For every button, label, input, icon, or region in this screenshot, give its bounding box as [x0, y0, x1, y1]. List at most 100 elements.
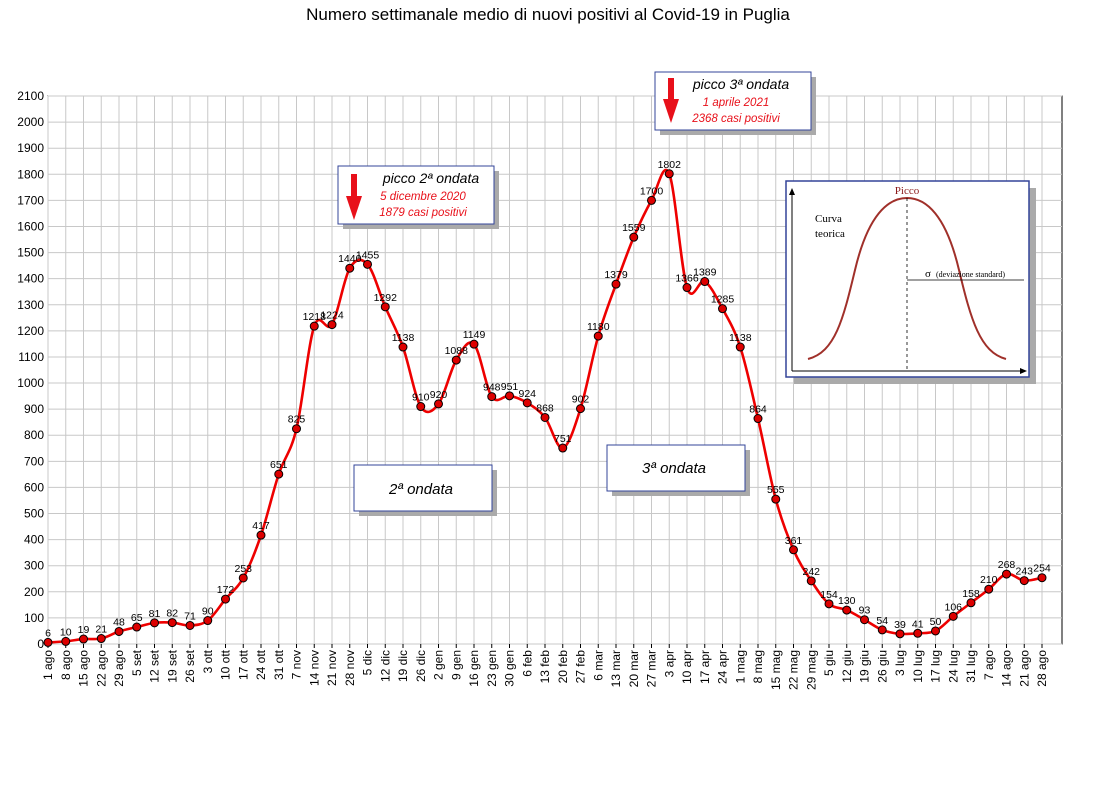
y-tick-label: 0	[37, 637, 44, 651]
y-axis: 0 100 200 300 400 500 600 700 800 900 1000 1100 1200…	[17, 89, 44, 651]
data-point	[398, 342, 408, 352]
arrow-right-icon	[1020, 368, 1027, 374]
y-tick-label: 1300	[17, 298, 44, 312]
data-point	[1019, 576, 1029, 586]
data-label: 1180	[587, 321, 610, 333]
y-tick-label: 1100	[18, 350, 44, 364]
x-tick-label: 19 dic	[396, 650, 410, 682]
data-point	[345, 263, 355, 273]
x-tick-label: 12 giu	[840, 650, 854, 683]
x-tick-label: 28 nov	[343, 650, 357, 686]
data-label: 1285	[711, 294, 735, 306]
y-tick-label: 1500	[17, 246, 44, 260]
data-point	[877, 625, 887, 635]
y-tick-label: 800	[24, 428, 44, 442]
data-point	[664, 169, 674, 179]
x-tick-label: 26 giu	[875, 650, 889, 683]
x-tick-label: 24 lug	[946, 650, 960, 683]
data-label: 1138	[392, 332, 415, 344]
data-label: 651	[270, 459, 288, 471]
data-label: 948	[483, 382, 501, 394]
data-point	[469, 339, 479, 349]
data-label: 81	[149, 608, 161, 620]
x-tick-label: 10 lug	[911, 650, 925, 683]
y-tick-label: 1400	[17, 272, 44, 286]
y-tick-label: 1800	[17, 167, 44, 181]
data-label: 751	[554, 433, 572, 445]
data-point	[363, 259, 372, 269]
x-tick-label: 22 mag	[787, 650, 801, 690]
data-point	[43, 637, 53, 647]
data-point	[203, 616, 213, 626]
y-tick-label: 200	[24, 585, 44, 599]
peak2-cases: 1879 casi positivi	[379, 207, 467, 219]
data-point	[593, 331, 603, 341]
data-label: 50	[930, 616, 942, 628]
peak2-date: 5 dicembre 2020	[380, 191, 466, 203]
y-tick-label: 900	[24, 402, 44, 416]
x-tick-label: 3 lug	[893, 650, 907, 676]
data-label: 158	[962, 588, 980, 600]
data-point	[966, 598, 976, 608]
y-tick-label: 1200	[17, 324, 44, 338]
arrow-up-icon	[789, 188, 795, 195]
data-point	[629, 232, 639, 242]
x-axis: 1 ago 8 ago 15 ago 22 ago 29 ago 5 set 12 set 1…	[41, 644, 1049, 690]
data-label: 825	[288, 414, 306, 426]
peak2-title: picco 2ª ondata	[382, 170, 479, 186]
data-label: 39	[894, 619, 906, 631]
x-tick-label: 13 feb	[538, 650, 552, 684]
data-label: 21	[95, 624, 107, 636]
data-label: 19	[78, 624, 90, 636]
data-point	[540, 412, 550, 422]
data-label: 417	[252, 520, 270, 532]
data-point	[984, 584, 994, 594]
inset-peak-label: Picco	[895, 185, 920, 197]
data-point	[132, 622, 142, 632]
x-tick-label: 29 ago	[112, 650, 126, 687]
data-point	[61, 636, 71, 646]
y-tick-label: 1600	[17, 219, 44, 233]
y-tick-label: 600	[24, 480, 44, 494]
y-tick-label: 100	[24, 611, 44, 625]
data-point	[842, 605, 852, 615]
wave2-label: 2ª ondata	[388, 481, 453, 498]
data-label: 1366	[675, 273, 699, 285]
x-tick-label: 21 ago	[1017, 650, 1031, 687]
inset-curve-label-2: teorica	[815, 228, 845, 240]
data-label: 1455	[356, 249, 380, 261]
x-tick-label: 31 lug	[964, 650, 978, 683]
data-label: 1440	[338, 253, 362, 265]
data-label: 864	[749, 404, 767, 416]
x-tick-label: 14 ago	[1000, 650, 1014, 687]
data-point	[96, 634, 106, 644]
y-tick-label: 1700	[17, 193, 44, 207]
data-label: 1088	[445, 345, 469, 357]
x-tick-label: 29 mag	[804, 650, 818, 690]
x-tick-label: 13 mar	[609, 650, 623, 687]
x-tick-label: 15 mag	[769, 650, 783, 690]
data-label: 54	[876, 615, 888, 627]
data-label: 93	[859, 605, 871, 617]
data-label: 1389	[693, 267, 717, 279]
data-point	[274, 469, 284, 479]
data-label: 1802	[658, 159, 682, 171]
data-point	[185, 620, 195, 630]
inset-theoretical-curve: Picco Curva teorica σ (deviazione standa…	[785, 180, 1036, 384]
data-label: 106	[944, 601, 962, 613]
data-label: 48	[113, 616, 125, 628]
data-point	[948, 611, 958, 621]
x-tick-label: 19 giu	[858, 650, 872, 683]
data-label: 210	[980, 574, 998, 586]
data-label: 1292	[374, 292, 398, 304]
x-tick-label: 5 dic	[361, 650, 375, 675]
data-label: 71	[184, 610, 196, 622]
data-label: 1379	[604, 269, 628, 281]
x-tick-label: 5 set	[130, 649, 144, 676]
x-tick-label: 31 ott	[272, 649, 286, 680]
data-point	[487, 392, 497, 402]
data-label: 65	[131, 612, 143, 624]
data-label: 41	[912, 618, 924, 630]
data-label: 1559	[622, 222, 646, 234]
